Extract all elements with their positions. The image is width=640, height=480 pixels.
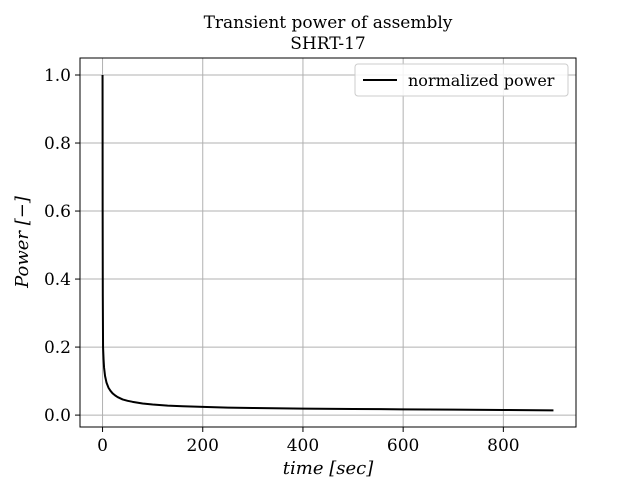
chart-title: Transient power of assembly	[204, 13, 453, 33]
legend-box	[354, 63, 569, 97]
y-tick-label: 0.6	[44, 202, 71, 222]
series-line-normalized-power	[101, 74, 554, 412]
x-axis-label: time [sec]	[283, 458, 374, 479]
y-tick-label: 0.2	[44, 338, 71, 358]
legend-label: normalized power	[408, 71, 555, 90]
grid	[80, 58, 576, 427]
chart-subtitle: SHRT-17	[290, 34, 366, 54]
y-axis-label: Power [−]	[12, 195, 33, 289]
plot-area	[101, 74, 554, 412]
y-tick-label: 1.0	[44, 66, 71, 86]
plot-frame	[79, 57, 577, 428]
x-tick-label: 800	[487, 436, 519, 456]
x-tick-label: 600	[387, 436, 419, 456]
y-tick-label: 0.0	[44, 406, 71, 426]
x-axis: 0 200 400 600 800	[97, 427, 520, 456]
legend: normalized power	[354, 63, 569, 97]
x-tick-label: 0	[97, 436, 108, 456]
y-tick-label: 0.4	[44, 270, 71, 290]
x-tick-label: 400	[287, 436, 319, 456]
y-tick-label: 0.8	[44, 134, 71, 154]
y-axis: 0.0 0.2 0.4 0.6 0.8 1.0	[44, 66, 80, 426]
x-tick-label: 200	[187, 436, 219, 456]
